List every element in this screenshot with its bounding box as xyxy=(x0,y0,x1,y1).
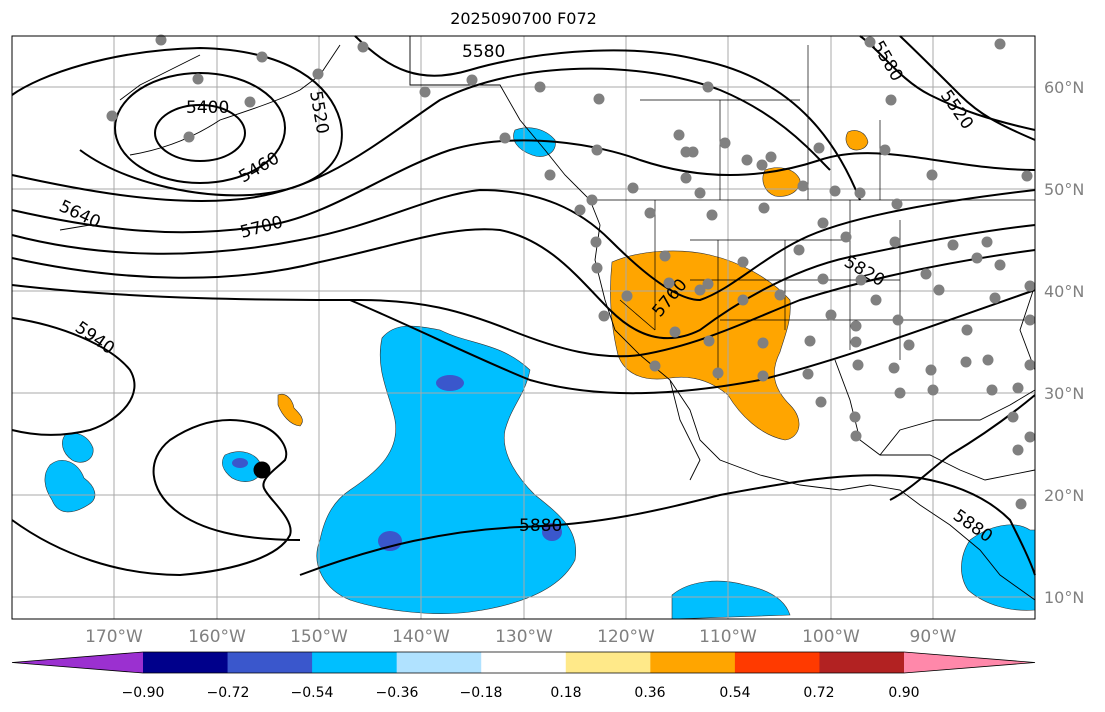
map-title: 2025090700 F072 xyxy=(450,9,597,28)
colorbar-extension-high xyxy=(904,652,1035,673)
longitude-labels: 170°W 160°W 150°W 140°W 130°W 120°W 110°… xyxy=(85,627,957,647)
longitude-label: 130°W xyxy=(495,627,553,647)
longitude-label: 110°W xyxy=(699,627,757,647)
colorbar-tick-label: 0.72 xyxy=(803,685,834,701)
longitude-label: 120°W xyxy=(597,627,655,647)
colorbar-segment xyxy=(481,652,567,673)
contour-label: 5880 xyxy=(519,516,562,536)
colorbar-segment xyxy=(396,652,482,673)
colorbar-segment xyxy=(650,652,736,673)
colorbar-segment xyxy=(312,652,398,673)
colorbar-tick-label: −0.54 xyxy=(291,685,334,701)
map-border xyxy=(11,35,1036,620)
longitude-label: 160°W xyxy=(188,627,246,647)
contour-label: 5580 xyxy=(462,42,505,62)
colorbar-segment xyxy=(734,652,820,673)
map-panel: 5400 5460 5520 5580 5640 5700 5760 5820 … xyxy=(11,34,1036,620)
longitude-label: 100°W xyxy=(802,627,860,647)
colorbar-segment xyxy=(565,652,651,673)
longitude-label: 170°W xyxy=(85,627,143,647)
colorbar-tick-label: 0.36 xyxy=(634,685,665,701)
colorbar-tick-label: 0.18 xyxy=(550,685,581,701)
coastlines xyxy=(59,36,1036,601)
colorbar-segments xyxy=(11,651,1036,674)
latitude-label: 40°N xyxy=(1044,282,1084,301)
highlighted-station-marker xyxy=(253,461,271,479)
longitude-label: 90°W xyxy=(910,627,957,647)
colorbar-tick-label: −0.72 xyxy=(207,685,250,701)
colorbar-tick-labels: −0.90 −0.72 −0.54 −0.36 −0.18 0.18 0.36 … xyxy=(122,685,920,701)
colorbar-tick-label: 0.90 xyxy=(888,685,919,701)
colorbar-outline xyxy=(11,651,1036,674)
latitude-label: 10°N xyxy=(1044,588,1084,607)
colorbar-segment xyxy=(143,652,229,673)
graticule xyxy=(12,36,1035,619)
station-markers xyxy=(106,34,1036,510)
latitude-label: 60°N xyxy=(1044,78,1084,97)
colorbar-tick-label: −0.90 xyxy=(122,685,165,701)
latitude-label: 20°N xyxy=(1044,486,1084,505)
height-contours xyxy=(11,35,1036,577)
colorbar-tick-label: −0.18 xyxy=(460,685,503,701)
contour-label: 5400 xyxy=(186,98,229,118)
longitude-label: 150°W xyxy=(290,627,348,647)
colorbar: −0.90 −0.72 −0.54 −0.36 −0.18 0.18 0.36 … xyxy=(11,651,1036,701)
colorbar-tick-label: 0.54 xyxy=(719,685,750,701)
colorbar-segment xyxy=(227,652,313,673)
latitude-labels: 60°N 50°N 40°N 30°N 20°N 10°N xyxy=(1044,78,1084,607)
latitude-label: 50°N xyxy=(1044,180,1084,199)
colorbar-extension-low xyxy=(12,652,143,673)
longitude-label: 140°W xyxy=(392,627,450,647)
latitude-label: 30°N xyxy=(1044,384,1084,403)
strong-negative-patches xyxy=(232,375,562,551)
colorbar-tick-label: −0.36 xyxy=(376,685,419,701)
colorbar-segment xyxy=(819,652,905,673)
